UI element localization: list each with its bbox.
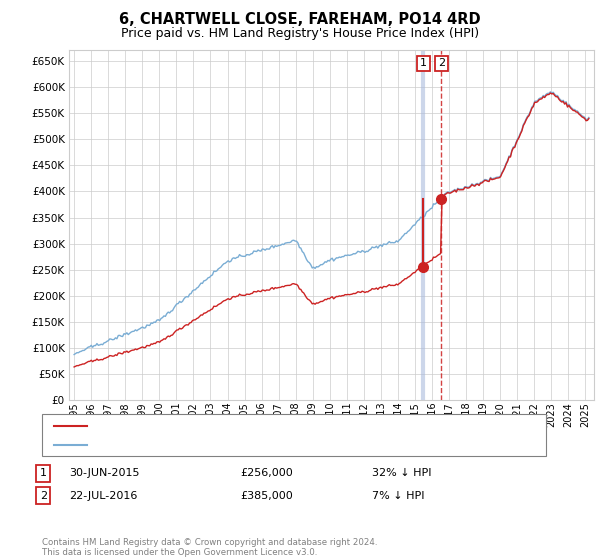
Text: Price paid vs. HM Land Registry's House Price Index (HPI): Price paid vs. HM Land Registry's House …	[121, 27, 479, 40]
Text: 6, CHARTWELL CLOSE, FAREHAM, PO14 4RD (detached house): 6, CHARTWELL CLOSE, FAREHAM, PO14 4RD (d…	[93, 421, 434, 431]
Text: 1: 1	[420, 58, 427, 68]
Text: £385,000: £385,000	[240, 491, 293, 501]
Text: 32% ↓ HPI: 32% ↓ HPI	[372, 468, 431, 478]
Text: 2: 2	[438, 58, 445, 68]
Text: 6, CHARTWELL CLOSE, FAREHAM, PO14 4RD: 6, CHARTWELL CLOSE, FAREHAM, PO14 4RD	[119, 12, 481, 27]
Text: 1: 1	[40, 468, 47, 478]
Text: 22-JUL-2016: 22-JUL-2016	[69, 491, 137, 501]
Text: 30-JUN-2015: 30-JUN-2015	[69, 468, 139, 478]
Text: £256,000: £256,000	[240, 468, 293, 478]
Text: 7% ↓ HPI: 7% ↓ HPI	[372, 491, 425, 501]
Text: HPI: Average price, detached house, Fareham: HPI: Average price, detached house, Fare…	[93, 440, 343, 450]
Text: 2: 2	[40, 491, 47, 501]
Text: Contains HM Land Registry data © Crown copyright and database right 2024.
This d: Contains HM Land Registry data © Crown c…	[42, 538, 377, 557]
